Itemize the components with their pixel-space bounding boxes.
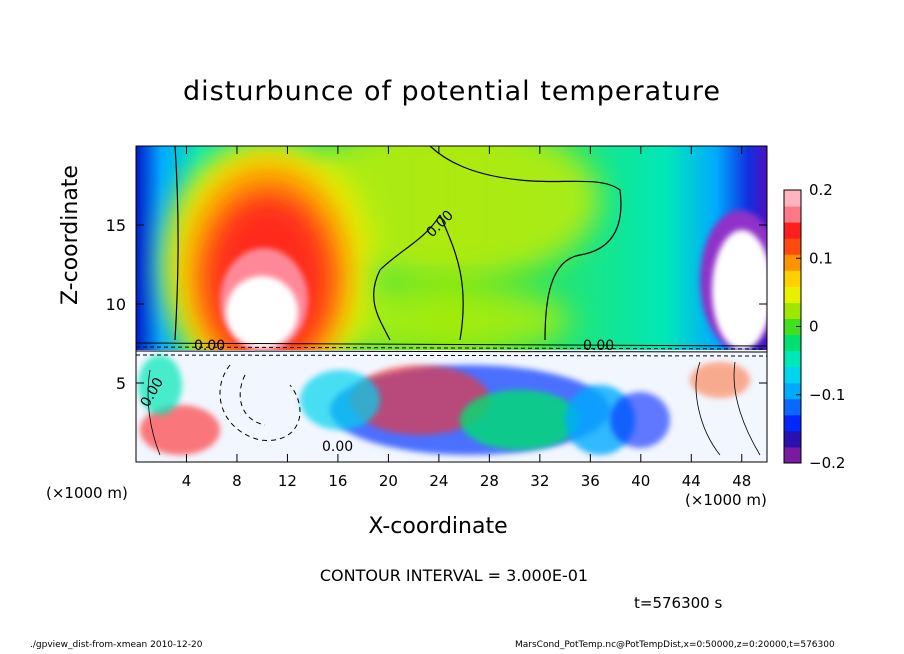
- footer-right: MarsCond_PotTemp.nc@PotTempDist,x=0:5000…: [515, 640, 835, 650]
- chart-title: disturbunce of potential temperature: [183, 76, 721, 107]
- colorbar-swatch: [784, 286, 801, 303]
- colorbar-swatch: [784, 270, 801, 287]
- x-tick-label: 4: [182, 472, 192, 490]
- x-tick-label: 44: [682, 472, 701, 490]
- x-axis-label: X-coordinate: [368, 514, 508, 539]
- colorbar-swatch: [784, 430, 801, 448]
- footer-left: ./gpview_dist-from-xmean 2010-12-20: [30, 640, 203, 650]
- x-tick-label: 32: [530, 472, 549, 490]
- colorbar-swatch: [784, 382, 801, 400]
- colorbar-swatch: [784, 254, 801, 271]
- x-tick-label: 48: [732, 472, 751, 490]
- colorbar-tick-label: 0: [809, 318, 819, 336]
- x-tick-label: 28: [480, 472, 499, 490]
- x-unit-label-right: (×1000 m): [685, 491, 767, 509]
- colorbar-tick-label: 0.1: [809, 249, 833, 267]
- colorbar-swatch: [784, 238, 801, 255]
- colorbar-swatch: [784, 206, 801, 223]
- colorbar-tick-label: 0.2: [809, 181, 833, 199]
- x-tick-label: 36: [581, 472, 600, 490]
- colorbar-swatch: [784, 414, 801, 432]
- y-axis-ticks: 5 10 15: [106, 216, 767, 393]
- x-unit-label-left: (×1000 m): [46, 484, 128, 502]
- colorbar-tick-label: −0.1: [809, 386, 845, 404]
- x-tick-label: 40: [631, 472, 650, 490]
- y-tick-label: 5: [116, 374, 126, 393]
- x-axis-ticks: 4 8 12 16 20 24 28 32 36 40 44 48: [182, 146, 751, 490]
- y-tick-label: 10: [106, 295, 126, 314]
- colorbar: 0.2 0.1 0 −0.1 −0.2: [783, 181, 845, 472]
- heatmap-field: [136, 146, 767, 462]
- time-label: t=576300 s: [634, 594, 723, 612]
- x-tick-label: 8: [232, 472, 242, 490]
- y-tick-label: 15: [106, 216, 126, 235]
- colorbar-swatch: [784, 398, 801, 416]
- x-tick-label: 24: [429, 472, 448, 490]
- colorbar-tick-label: −0.2: [809, 454, 845, 472]
- contour-label: 0.00: [322, 439, 353, 455]
- contour-label: 0.00: [583, 338, 614, 354]
- colorbar-swatch: [784, 190, 801, 207]
- colorbar-swatch: [784, 350, 801, 368]
- x-tick-label: 12: [278, 472, 297, 490]
- colorbar-swatch: [784, 318, 801, 336]
- contour-interval: CONTOUR INTERVAL = 3.000E-01: [319, 566, 589, 585]
- x-tick-label: 16: [328, 472, 347, 490]
- colorbar-swatch: [784, 334, 801, 352]
- colorbar-swatch: [784, 366, 801, 384]
- x-tick-label: 20: [379, 472, 398, 490]
- contour-label: 0.00: [194, 338, 225, 354]
- colorbar-swatch: [784, 302, 801, 319]
- colorbar-swatch: [784, 222, 801, 239]
- colorbar-swatch: [784, 446, 801, 464]
